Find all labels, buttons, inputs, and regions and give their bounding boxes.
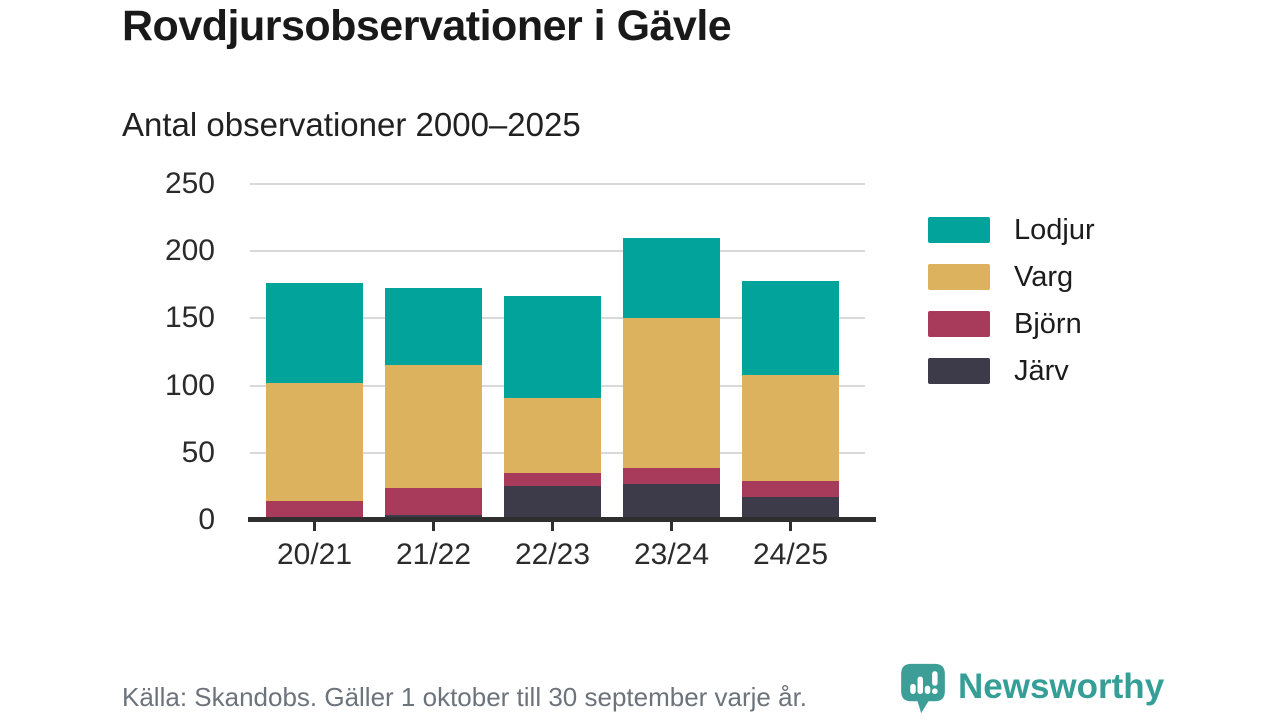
x-axis-tick-22/23 bbox=[551, 522, 554, 531]
source-note: Källa: Skandobs. Gäller 1 oktober till 3… bbox=[122, 682, 808, 712]
x-tick-label-23/24: 23/24 bbox=[633, 538, 710, 571]
legend-item-björn: Björn bbox=[928, 308, 1095, 340]
bar-segment-björn-22/23 bbox=[504, 472, 601, 487]
bar-segment-björn-21/22 bbox=[385, 487, 482, 515]
newsworthy-bubble-chart-icon bbox=[901, 663, 945, 714]
bar-segment-lodjur-24/25 bbox=[742, 280, 839, 375]
bar-segment-varg-21/22 bbox=[385, 365, 482, 488]
bar-segment-lodjur-22/23 bbox=[504, 295, 601, 398]
legend-swatch-björn bbox=[928, 311, 990, 337]
legend-label-lodjur: Lodjur bbox=[1014, 214, 1095, 246]
bar-segment-björn-23/24 bbox=[623, 467, 720, 484]
bar-segment-järv-23/24 bbox=[623, 483, 720, 520]
legend-swatch-lodjur bbox=[928, 217, 990, 243]
y-gridline-250 bbox=[250, 183, 865, 185]
legend-swatch-varg bbox=[928, 264, 990, 290]
legend-swatch-järv bbox=[928, 358, 990, 384]
x-axis-tick-24/25 bbox=[789, 522, 792, 531]
y-tick-label-250: 250 bbox=[164, 167, 215, 200]
y-tick-label-50: 50 bbox=[181, 435, 215, 469]
x-axis-tick-23/24 bbox=[670, 522, 673, 531]
bar-segment-varg-24/25 bbox=[742, 374, 839, 482]
legend-label-järv: Järv bbox=[1014, 355, 1069, 387]
brand-logo: Newsworthy bbox=[900, 663, 1164, 714]
legend-label-björn: Björn bbox=[1014, 308, 1082, 340]
chart-subtitle: Antal observationer 2000–2025 bbox=[122, 106, 581, 143]
bar-segment-lodjur-21/22 bbox=[385, 287, 482, 366]
bar-23/24 bbox=[623, 184, 720, 520]
bar-segment-lodjur-20/21 bbox=[266, 283, 363, 383]
bar-segment-lodjur-23/24 bbox=[623, 237, 720, 319]
bar-21/22 bbox=[385, 184, 482, 520]
x-tick-label-20/21: 20/21 bbox=[276, 538, 353, 571]
bar-segment-björn-20/21 bbox=[266, 501, 363, 520]
y-tick-label-200: 200 bbox=[164, 234, 215, 268]
bar-segment-varg-22/23 bbox=[504, 397, 601, 473]
page-title: Rovdjursobservationer i Gävle bbox=[122, 2, 732, 50]
bar-segment-järv-24/25 bbox=[742, 497, 839, 520]
bar-segment-björn-24/25 bbox=[742, 481, 839, 498]
bar-segment-varg-23/24 bbox=[623, 318, 720, 468]
bar-20/21 bbox=[266, 184, 363, 520]
bar-segment-järv-22/23 bbox=[504, 486, 601, 520]
bar-24/25 bbox=[742, 184, 839, 520]
y-tick-label-100: 100 bbox=[164, 368, 215, 402]
x-tick-label-21/22: 21/22 bbox=[395, 538, 472, 571]
y-tick-label-0: 0 bbox=[198, 503, 215, 536]
x-axis-line bbox=[248, 517, 876, 522]
legend-item-järv: Järv bbox=[928, 355, 1095, 387]
bar-segment-varg-20/21 bbox=[266, 382, 363, 502]
legend: Lodjur Varg Björn Järv bbox=[928, 214, 1095, 387]
bar-22/23 bbox=[504, 184, 601, 520]
x-tick-label-24/25: 24/25 bbox=[752, 538, 829, 571]
legend-item-lodjur: Lodjur bbox=[928, 214, 1095, 246]
y-gridline-200 bbox=[250, 250, 865, 253]
legend-item-varg: Varg bbox=[928, 261, 1095, 293]
legend-label-varg: Varg bbox=[1014, 261, 1074, 293]
y-tick-label-150: 150 bbox=[164, 301, 215, 335]
x-axis-tick-20/21 bbox=[313, 522, 316, 531]
brand-wordmark: Newsworthy bbox=[958, 667, 1165, 706]
x-axis-tick-21/22 bbox=[432, 522, 435, 531]
x-tick-label-22/23: 22/23 bbox=[514, 538, 591, 571]
